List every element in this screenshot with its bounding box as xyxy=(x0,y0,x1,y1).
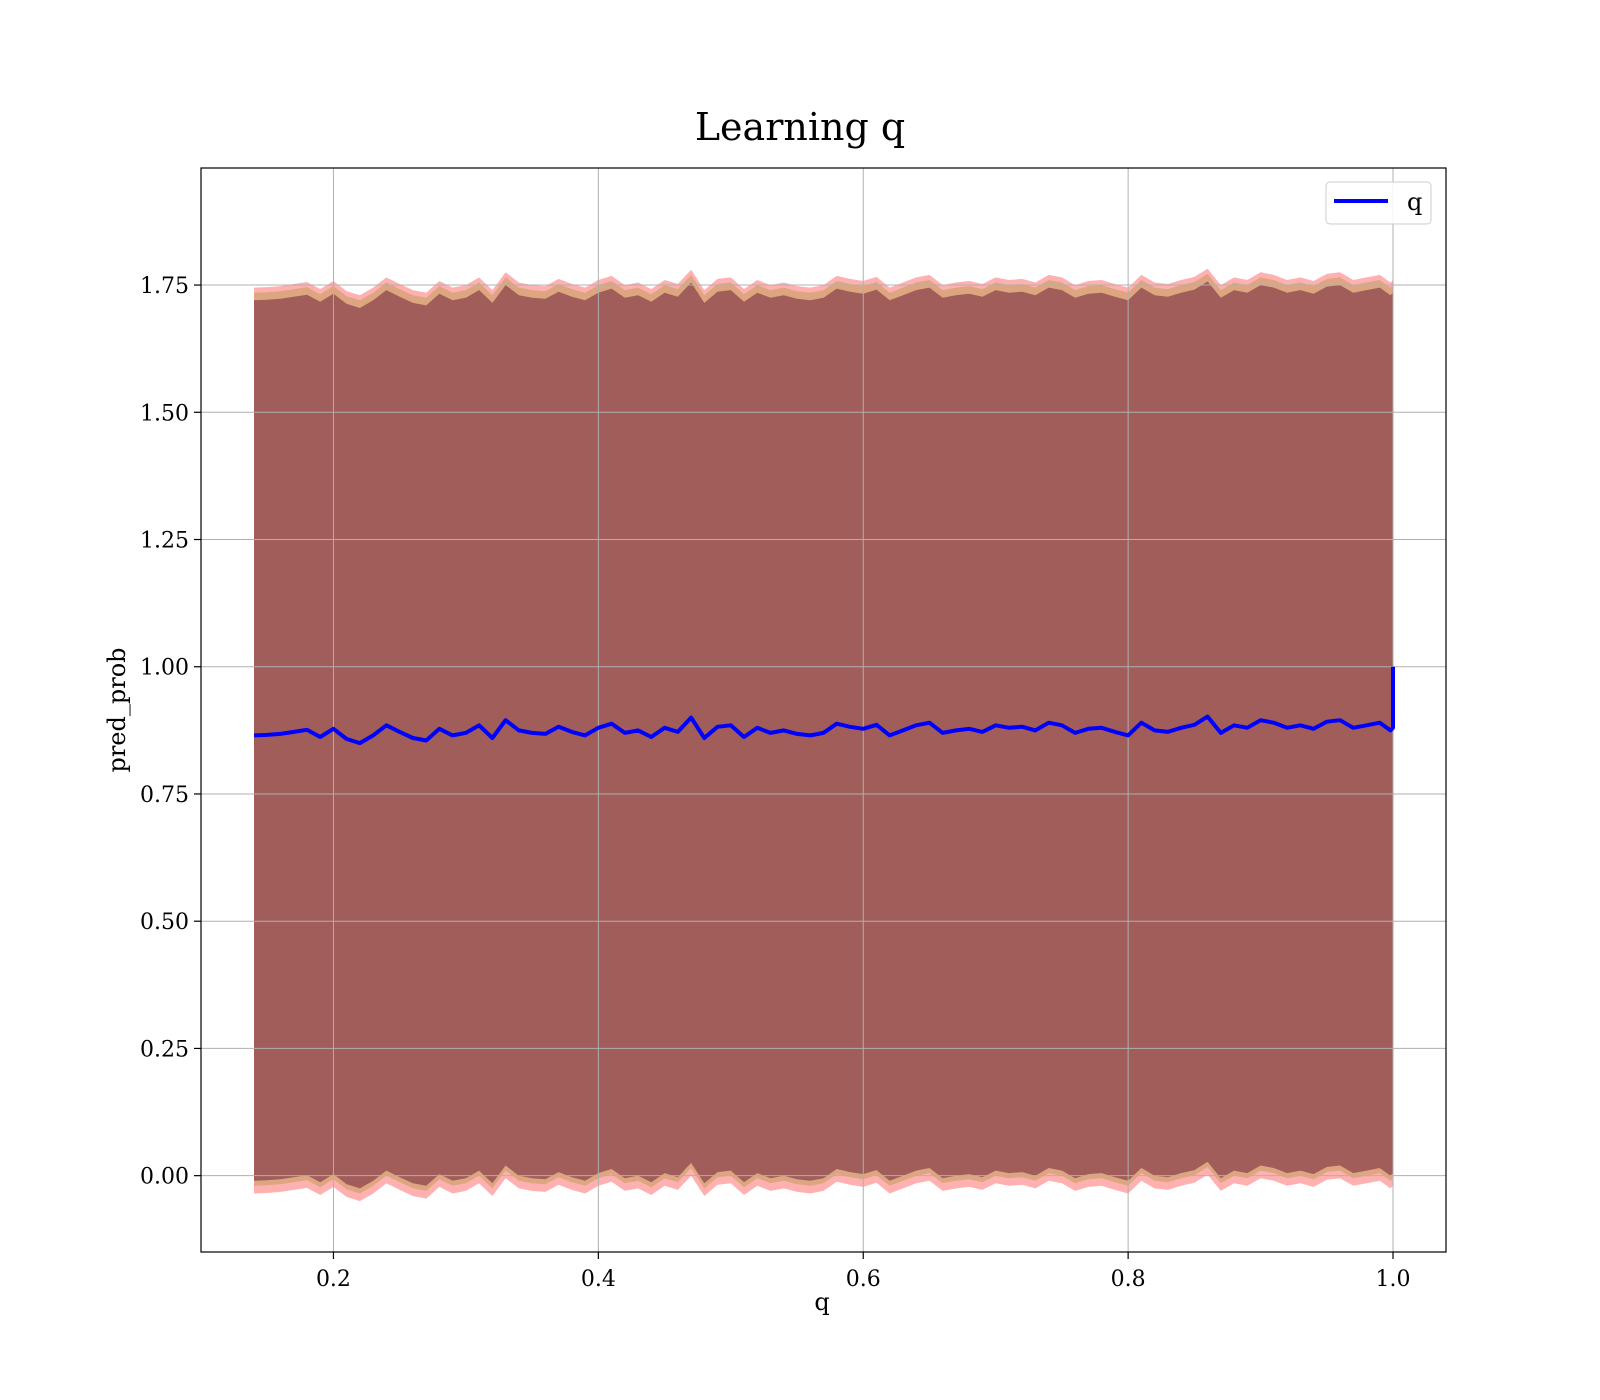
y-tick-label-4: 1.00 xyxy=(140,656,189,681)
series-lines xyxy=(253,666,1395,746)
x-tick-label-2: 0.6 xyxy=(846,1267,881,1292)
plot-area-frame xyxy=(200,167,1447,1253)
legend: q xyxy=(1325,181,1432,225)
y-tick-label-2: 0.50 xyxy=(140,910,189,935)
x-tick-label-4: 1.0 xyxy=(1376,1267,1411,1292)
x-axis-label: q xyxy=(814,1288,829,1316)
chart-title: Learning q xyxy=(695,105,905,149)
grid-lines xyxy=(201,168,1446,1252)
x-axis-ticks: 0.2 0.4 0.6 0.8 1.0 xyxy=(316,1252,1411,1292)
x-tick-label-3: 0.8 xyxy=(1111,1267,1146,1292)
x-tick-label-0: 0.2 xyxy=(316,1267,351,1292)
y-tick-label-7: 1.75 xyxy=(140,274,189,299)
confidence-bands xyxy=(254,218,1393,1202)
x-tick-label-1: 0.4 xyxy=(581,1267,616,1292)
y-axis-ticks: 0.00 0.25 0.50 0.75 1.00 1.25 1.50 1.75 xyxy=(140,274,201,1190)
y-axis-label: pred_prob xyxy=(103,647,131,772)
series-line-q xyxy=(253,666,1395,746)
y-tick-label-6: 1.50 xyxy=(140,401,189,426)
y-tick-label-1: 0.25 xyxy=(140,1037,189,1062)
y-tick-label-3: 0.75 xyxy=(140,783,189,808)
y-tick-label-5: 1.25 xyxy=(140,529,189,554)
band-2 xyxy=(254,231,1393,1189)
y-tick-label-0: 0.00 xyxy=(140,1165,189,1190)
legend-label-q: q xyxy=(1407,188,1422,216)
